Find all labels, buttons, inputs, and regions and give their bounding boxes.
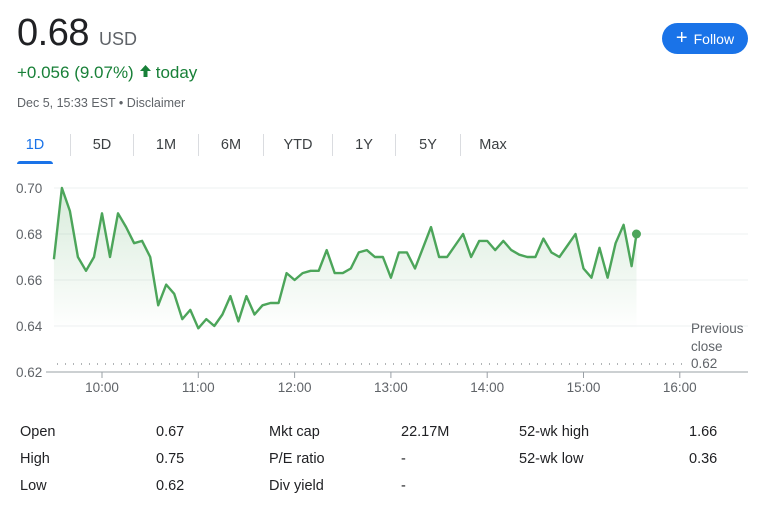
svg-text:10:00: 10:00 — [85, 380, 119, 395]
stat-label-high: High — [20, 451, 50, 467]
svg-text:0.70: 0.70 — [16, 181, 42, 196]
stat-value-open: 0.67 — [156, 424, 185, 440]
tab-divider — [70, 134, 71, 156]
range-tabs: 1D 5D 1M 6M YTD 1Y 5Y Max — [0, 130, 525, 164]
stat-value-mkt-cap: 22.17M — [401, 424, 450, 440]
stat-label-52wk-low: 52-wk low — [519, 451, 584, 467]
svg-text:16:00: 16:00 — [663, 380, 697, 395]
stat-value-low: 0.62 — [156, 478, 185, 494]
stat-label-low: Low — [20, 478, 47, 494]
svg-text:0.68: 0.68 — [16, 227, 42, 242]
svg-text:15:00: 15:00 — [567, 380, 601, 395]
stat-label-pe-ratio: P/E ratio — [269, 451, 325, 467]
timestamp: Dec 5, 15:33 EST — [17, 96, 116, 110]
price-header: 0.68 USD — [17, 12, 137, 55]
stat-label-div-yield: Div yield — [269, 478, 324, 494]
tab-divider — [263, 134, 264, 156]
tab-5y[interactable]: 5Y — [419, 137, 437, 153]
y-axis-labels: 0.70 0.68 0.66 0.64 0.62 — [16, 181, 43, 380]
tab-divider — [460, 134, 461, 156]
change-period: today — [155, 63, 198, 82]
tab-1m[interactable]: 1M — [155, 137, 177, 153]
svg-text:close: close — [691, 339, 723, 354]
separator: • — [118, 96, 124, 110]
svg-text:0.66: 0.66 — [16, 273, 42, 288]
current-price: 0.68 — [17, 12, 89, 54]
tab-divider — [332, 134, 333, 156]
tab-1d[interactable]: 1D — [0, 130, 70, 164]
arrow-up-icon — [139, 63, 152, 83]
stat-value-high: 0.75 — [156, 451, 185, 467]
tab-ytd[interactable]: YTD — [283, 137, 313, 153]
stat-value-52wk-high: 1.66 — [689, 424, 718, 440]
plus-icon: + — [675, 26, 688, 49]
price-area-fill — [53, 188, 637, 330]
svg-text:0.62: 0.62 — [16, 365, 42, 380]
price-line — [52, 186, 638, 330]
tab-divider — [133, 134, 134, 156]
price-change: +0.056 (9.07%) today — [17, 63, 197, 83]
stat-value-52wk-low: 0.36 — [689, 451, 718, 467]
tab-1y[interactable]: 1Y — [355, 137, 373, 153]
svg-text:0.62: 0.62 — [691, 356, 717, 371]
stat-label-mkt-cap: Mkt cap — [269, 424, 320, 440]
change-value: +0.056 (9.07%) — [17, 63, 134, 82]
stat-value-pe-ratio: - — [401, 451, 406, 467]
svg-text:13:00: 13:00 — [374, 380, 408, 395]
follow-label: Follow — [693, 30, 735, 47]
stat-label-52wk-high: 52-wk high — [519, 424, 590, 440]
previous-close-label: Previous close 0.62 — [691, 321, 744, 371]
follow-button[interactable]: + Follow — [662, 23, 748, 54]
svg-text:14:00: 14:00 — [470, 380, 504, 395]
tab-6m[interactable]: 6M — [220, 137, 242, 153]
svg-text:0.64: 0.64 — [16, 319, 43, 334]
tab-5d[interactable]: 5D — [92, 137, 112, 153]
currency-label: USD — [98, 29, 137, 49]
x-axis: 10:00 11:00 12:00 13:00 14:00 15:00 16:00 — [46, 371, 748, 395]
last-price-dot — [631, 229, 641, 239]
price-chart[interactable]: 0.70 0.68 0.66 0.64 0.62 10:00 11:00 12:00 13:0… — [0, 170, 768, 400]
disclaimer-link[interactable]: Disclaimer — [126, 96, 186, 110]
svg-text:12:00: 12:00 — [278, 380, 312, 395]
tab-divider — [198, 134, 199, 156]
stat-value-div-yield: - — [401, 478, 406, 494]
tab-divider — [395, 134, 396, 156]
svg-text:Previous: Previous — [691, 321, 744, 336]
svg-text:11:00: 11:00 — [182, 380, 215, 395]
tab-max[interactable]: Max — [479, 137, 507, 153]
stat-label-open: Open — [20, 424, 56, 440]
timestamp-row: Dec 5, 15:33 EST • Disclaimer — [17, 96, 185, 110]
